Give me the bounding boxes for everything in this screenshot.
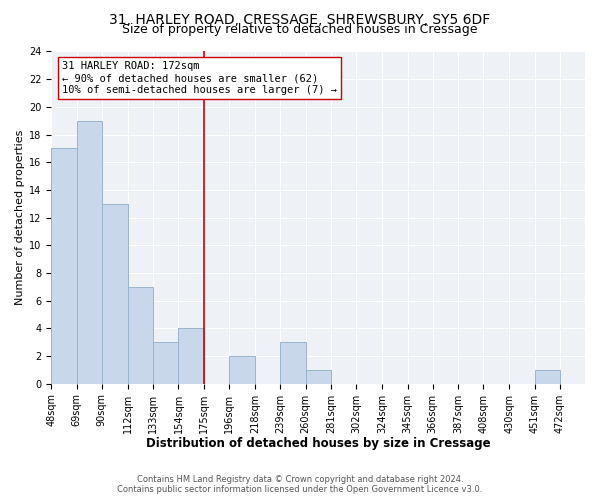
- X-axis label: Distribution of detached houses by size in Cressage: Distribution of detached houses by size …: [146, 437, 491, 450]
- Bar: [77, 120, 102, 384]
- Bar: [154, 342, 178, 384]
- Bar: [178, 328, 203, 384]
- Text: 31, HARLEY ROAD, CRESSAGE, SHREWSBURY, SY5 6DF: 31, HARLEY ROAD, CRESSAGE, SHREWSBURY, S…: [109, 12, 491, 26]
- Bar: [102, 204, 128, 384]
- Bar: [535, 370, 560, 384]
- Bar: [305, 370, 331, 384]
- Y-axis label: Number of detached properties: Number of detached properties: [15, 130, 25, 306]
- Bar: [280, 342, 305, 384]
- Bar: [52, 148, 77, 384]
- Bar: [229, 356, 255, 384]
- Text: Size of property relative to detached houses in Cressage: Size of property relative to detached ho…: [122, 22, 478, 36]
- Text: Contains HM Land Registry data © Crown copyright and database right 2024.
Contai: Contains HM Land Registry data © Crown c…: [118, 474, 482, 494]
- Text: 31 HARLEY ROAD: 172sqm
← 90% of detached houses are smaller (62)
10% of semi-det: 31 HARLEY ROAD: 172sqm ← 90% of detached…: [62, 62, 337, 94]
- Bar: [128, 287, 154, 384]
